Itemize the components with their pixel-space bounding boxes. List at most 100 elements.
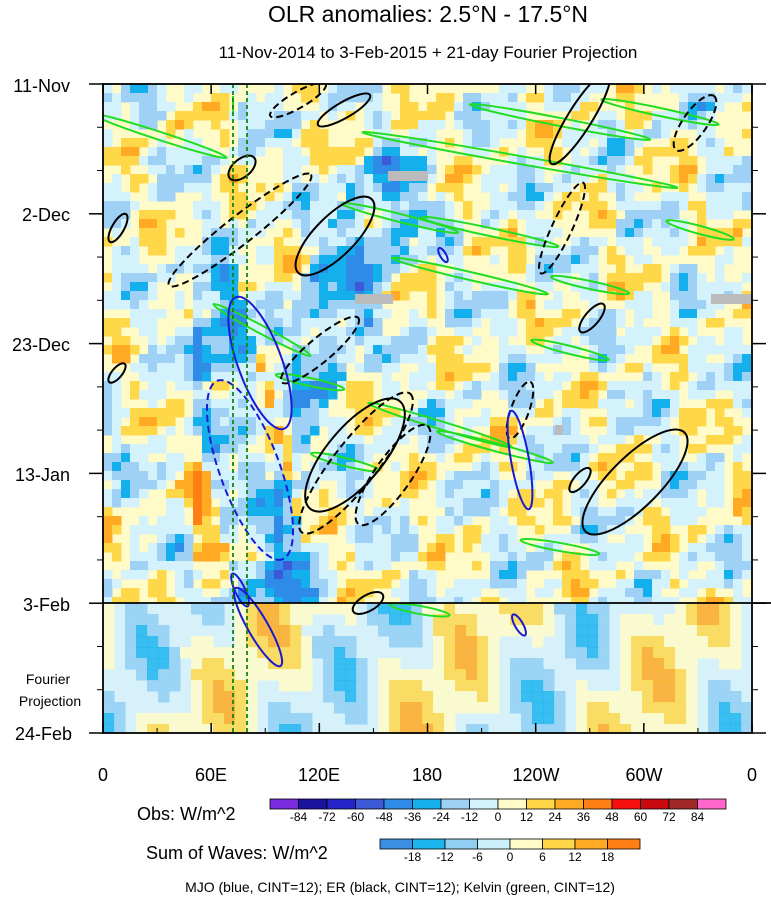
anomaly-cell — [193, 489, 203, 499]
projection-cell — [422, 669, 434, 681]
anomaly-cell — [652, 534, 662, 544]
anomaly-cell — [616, 201, 626, 211]
projection-cell — [290, 603, 302, 615]
anomaly-cell — [220, 534, 230, 544]
anomaly-cell — [247, 156, 257, 166]
anomaly-cell — [265, 129, 275, 139]
projection-cell — [664, 702, 676, 714]
anomaly-cell — [643, 327, 653, 337]
anomaly-cell — [157, 363, 167, 373]
kelvin-contour — [274, 372, 346, 392]
anomaly-cell — [724, 579, 734, 589]
anomaly-cell — [265, 588, 275, 598]
anomaly-cell — [517, 480, 527, 490]
anomaly-cell — [715, 237, 725, 247]
anomaly-cell — [607, 462, 617, 472]
anomaly-cell — [157, 102, 167, 112]
anomaly-cell — [715, 579, 725, 589]
anomaly-cell — [112, 372, 122, 382]
anomaly-cell — [454, 471, 464, 481]
anomaly-cell — [472, 336, 482, 346]
anomaly-cell — [292, 381, 302, 391]
anomaly-cell — [706, 93, 716, 103]
waves-colorbar-label: Sum of Waves: W/m^2 — [146, 843, 328, 863]
anomaly-cell — [742, 390, 752, 400]
anomaly-cell — [490, 579, 500, 589]
anomaly-cell — [373, 516, 383, 526]
anomaly-cell — [175, 111, 185, 121]
anomaly-cell — [265, 417, 275, 427]
anomaly-cell — [418, 327, 428, 337]
anomaly-cell — [643, 156, 653, 166]
mjo-contour — [511, 613, 527, 637]
er-contour — [548, 84, 612, 166]
projection-cell — [664, 658, 676, 670]
anomaly-cell — [526, 120, 536, 130]
anomaly-cell — [319, 183, 329, 193]
anomaly-cell — [679, 471, 689, 481]
anomaly-cell — [202, 597, 212, 607]
anomaly-cell — [391, 462, 401, 472]
anomaly-cell — [598, 354, 608, 364]
anomaly-cell — [571, 498, 581, 508]
anomaly-cell — [472, 363, 482, 373]
anomaly-cell — [130, 471, 140, 481]
anomaly-cell — [229, 534, 239, 544]
anomaly-cell — [715, 363, 725, 373]
anomaly-cell — [355, 264, 365, 274]
anomaly-cell — [355, 480, 365, 490]
projection-cell — [378, 614, 390, 626]
anomaly-cell — [400, 354, 410, 364]
anomaly-cell — [337, 462, 347, 472]
anomaly-cell — [184, 363, 194, 373]
projection-cell — [323, 625, 335, 637]
anomaly-cell — [490, 174, 500, 184]
anomaly-cell — [652, 201, 662, 211]
anomaly-cell — [139, 354, 149, 364]
anomaly-cell — [661, 435, 671, 445]
projection-cell — [378, 658, 390, 670]
anomaly-cell — [436, 237, 446, 247]
anomaly-cell — [697, 183, 707, 193]
anomaly-cell — [175, 120, 185, 130]
anomaly-cell — [472, 525, 482, 535]
anomaly-cell — [445, 165, 455, 175]
anomaly-cell — [202, 273, 212, 283]
anomaly-cell — [670, 291, 680, 301]
anomaly-cell — [697, 84, 707, 94]
projection-cell — [532, 658, 544, 670]
anomaly-cell — [463, 444, 473, 454]
anomaly-cell — [508, 129, 518, 139]
anomaly-cell — [157, 372, 167, 382]
anomaly-cell — [121, 282, 131, 292]
projection-cell — [246, 680, 258, 692]
anomaly-cell — [562, 318, 572, 328]
anomaly-cell — [490, 210, 500, 220]
anomaly-cell — [193, 525, 203, 535]
anomaly-cell — [625, 489, 635, 499]
anomaly-cell — [679, 417, 689, 427]
projection-cell — [180, 724, 192, 733]
anomaly-cell — [418, 138, 428, 148]
anomaly-cell — [589, 597, 599, 607]
projection-cell — [411, 724, 423, 733]
anomaly-cell — [292, 354, 302, 364]
anomaly-cell — [463, 138, 473, 148]
anomaly-cell — [697, 345, 707, 355]
anomaly-cell — [292, 552, 302, 562]
anomaly-cell — [607, 597, 617, 607]
anomaly-cell — [166, 120, 176, 130]
anomaly-cell — [580, 390, 590, 400]
anomaly-cell — [697, 381, 707, 391]
projection-cell — [345, 636, 357, 648]
anomaly-cell — [103, 579, 113, 589]
anomaly-cell — [670, 453, 680, 463]
anomaly-cell — [202, 318, 212, 328]
anomaly-cell — [607, 543, 617, 553]
colorbar-swatch — [477, 838, 511, 850]
anomaly-cell — [508, 102, 518, 112]
anomaly-cell — [274, 489, 284, 499]
anomaly-cell — [418, 201, 428, 211]
anomaly-cell — [328, 237, 338, 247]
anomaly-cell — [517, 543, 527, 553]
